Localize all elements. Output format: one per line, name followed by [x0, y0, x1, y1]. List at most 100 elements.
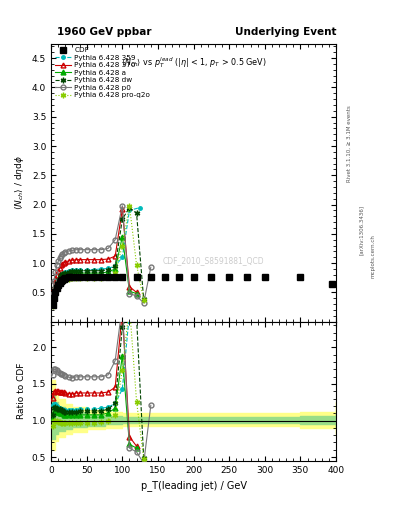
Pythia 6.428 pro-q2o	[106, 273, 110, 280]
Pythia 6.428 359	[120, 254, 125, 261]
Pythia 6.428 370	[120, 206, 125, 212]
Pythia 6.428 dw	[63, 270, 68, 276]
Pythia 6.428 dw	[57, 274, 62, 280]
CDF	[54, 285, 59, 291]
Pythia 6.428 pro-q2o	[60, 278, 65, 284]
Pythia 6.428 a	[50, 301, 55, 307]
Pythia 6.428 pro-q2o	[113, 270, 118, 276]
Pythia 6.428 dw	[54, 280, 59, 286]
Pythia 6.428 p0	[141, 300, 146, 306]
Pythia 6.428 p0	[99, 247, 103, 253]
Pythia 6.428 pro-q2o	[59, 280, 63, 286]
Pythia 6.428 pro-q2o	[84, 275, 89, 282]
CDF	[244, 273, 249, 280]
Line: Pythia 6.428 370: Pythia 6.428 370	[50, 207, 139, 302]
CDF	[106, 273, 110, 280]
CDF	[66, 274, 71, 280]
Pythia 6.428 pro-q2o	[53, 289, 58, 295]
Pythia 6.428 359	[127, 207, 132, 214]
Pythia 6.428 dw	[113, 263, 118, 269]
CDF	[73, 273, 78, 280]
Pythia 6.428 359	[63, 269, 68, 275]
Pythia 6.428 pro-q2o	[134, 262, 139, 268]
Pythia 6.428 p0	[134, 293, 139, 299]
Pythia 6.428 dw	[134, 210, 139, 217]
Pythia 6.428 pro-q2o	[50, 303, 55, 309]
Pythia 6.428 p0	[57, 255, 62, 261]
Pythia 6.428 p0	[70, 247, 75, 253]
Line: Pythia 6.428 359: Pythia 6.428 359	[51, 206, 142, 303]
Text: Rivet 3.1.10, ≥ 3.1M events: Rivet 3.1.10, ≥ 3.1M events	[347, 105, 352, 182]
Pythia 6.428 p0	[149, 264, 153, 270]
Pythia 6.428 p0	[59, 252, 63, 259]
Pythia 6.428 p0	[56, 259, 61, 265]
Pythia 6.428 a	[127, 288, 132, 294]
Pythia 6.428 dw	[70, 268, 75, 274]
CDF	[63, 275, 68, 282]
Text: 1960 GeV ppbar: 1960 GeV ppbar	[57, 27, 151, 37]
CDF	[51, 294, 56, 301]
CDF	[177, 273, 182, 280]
Pythia 6.428 p0	[120, 203, 125, 209]
Pythia 6.428 pro-q2o	[54, 285, 59, 291]
Pythia 6.428 359	[54, 279, 59, 285]
Pythia 6.428 359	[84, 267, 89, 273]
CDF	[263, 273, 267, 280]
Pythia 6.428 370	[53, 278, 58, 284]
Pythia 6.428 pro-q2o	[77, 275, 82, 282]
Pythia 6.428 dw	[66, 269, 71, 275]
CDF	[149, 273, 153, 280]
Pythia 6.428 370	[66, 258, 71, 264]
Pythia 6.428 a	[51, 292, 56, 298]
Pythia 6.428 a	[99, 270, 103, 276]
Y-axis label: $\langle N_{ch}\rangle$ / d$\eta$d$\phi$: $\langle N_{ch}\rangle$ / d$\eta$d$\phi$	[13, 155, 26, 210]
Pythia 6.428 370	[56, 268, 61, 274]
Text: Underlying Event: Underlying Event	[235, 27, 336, 37]
Pythia 6.428 a	[106, 269, 110, 275]
CDF	[57, 280, 62, 286]
Pythia 6.428 359	[60, 271, 65, 277]
CDF	[227, 273, 231, 280]
Pythia 6.428 359	[50, 298, 55, 304]
Pythia 6.428 dw	[106, 267, 110, 273]
CDF	[330, 281, 335, 287]
Pythia 6.428 pro-q2o	[63, 276, 68, 283]
Pythia 6.428 pro-q2o	[99, 275, 103, 281]
Pythia 6.428 a	[113, 266, 118, 272]
Pythia 6.428 pro-q2o	[141, 297, 146, 303]
CDF	[60, 277, 65, 283]
Pythia 6.428 370	[84, 257, 89, 263]
Pythia 6.428 pro-q2o	[70, 275, 75, 282]
Pythia 6.428 dw	[56, 276, 61, 283]
Pythia 6.428 a	[62, 272, 66, 279]
Pythia 6.428 p0	[66, 248, 71, 254]
Pythia 6.428 p0	[73, 247, 78, 253]
Pythia 6.428 370	[99, 257, 103, 263]
Pythia 6.428 p0	[77, 247, 82, 253]
CDF	[191, 273, 196, 280]
Pythia 6.428 359	[51, 289, 56, 295]
CDF	[209, 273, 214, 280]
Pythia 6.428 370	[92, 257, 96, 263]
Pythia 6.428 370	[73, 257, 78, 263]
Pythia 6.428 a	[77, 270, 82, 276]
Pythia 6.428 dw	[62, 271, 66, 277]
Pythia 6.428 359	[73, 267, 78, 273]
Pythia 6.428 370	[113, 253, 118, 259]
Pythia 6.428 370	[60, 261, 65, 267]
Pythia 6.428 370	[54, 272, 59, 278]
Pythia 6.428 a	[66, 271, 71, 277]
Pythia 6.428 370	[106, 256, 110, 262]
Pythia 6.428 a	[84, 270, 89, 276]
CDF	[59, 278, 63, 284]
CDF	[298, 273, 303, 280]
CDF	[50, 302, 55, 308]
Pythia 6.428 370	[127, 284, 132, 290]
Pythia 6.428 p0	[113, 237, 118, 243]
Pythia 6.428 a	[63, 272, 68, 278]
Y-axis label: Ratio to CDF: Ratio to CDF	[17, 363, 26, 419]
Pythia 6.428 p0	[92, 247, 96, 253]
Pythia 6.428 pro-q2o	[62, 277, 66, 283]
CDF	[56, 282, 61, 288]
Pythia 6.428 359	[99, 266, 103, 272]
